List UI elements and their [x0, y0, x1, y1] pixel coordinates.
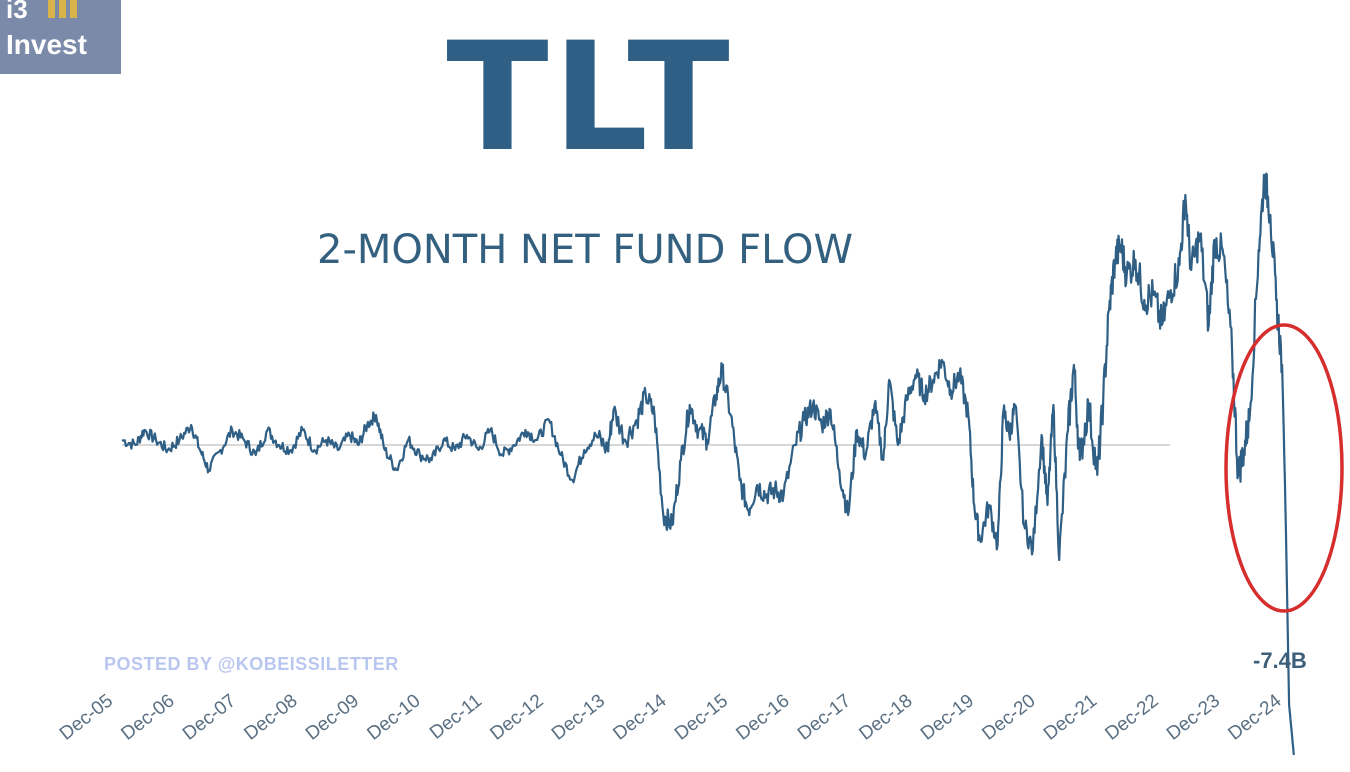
x-tick-label: Dec-19 — [917, 690, 978, 744]
logo-line2: Invest — [6, 29, 87, 60]
x-tick-label: Dec-20 — [978, 690, 1039, 744]
x-tick-label: Dec-11 — [426, 690, 486, 743]
x-tick-label: Dec-10 — [363, 690, 424, 744]
logo-bars-icon — [48, 0, 77, 18]
x-tick-label: Dec-13 — [548, 690, 609, 744]
chart-title: TLT — [446, 11, 734, 185]
x-tick-label: Dec-16 — [732, 690, 793, 744]
chart-subtitle: 2-MONTH NET FUND FLOW — [317, 227, 853, 273]
x-tick-label: Dec-07 — [179, 690, 240, 744]
logo-line1: i3 — [6, 0, 28, 24]
x-tick-label: Dec-05 — [56, 690, 117, 744]
x-tick-label: Dec-23 — [1163, 690, 1224, 744]
x-tick-label: Dec-06 — [117, 690, 178, 744]
x-tick-label: Dec-15 — [671, 690, 732, 744]
x-tick-label: Dec-24 — [1224, 690, 1286, 745]
highlight-ellipse — [1224, 323, 1344, 613]
x-tick-label: Dec-18 — [855, 690, 916, 744]
x-tick-label: Dec-09 — [302, 690, 363, 744]
series-line — [121, 172, 1295, 756]
x-tick-label: Dec-22 — [1101, 690, 1162, 744]
x-tick-label: Dec-14 — [609, 690, 671, 745]
watermark: POSTED BY @KOBEISSILETTER — [104, 654, 399, 674]
i3-invest-logo: i3 Invest — [0, 0, 121, 74]
callout-label: -7.4B — [1253, 648, 1307, 673]
x-tick-label: Dec-21 — [1040, 690, 1101, 744]
x-tick-label: Dec-17 — [794, 690, 855, 744]
x-tick-label: Dec-08 — [240, 690, 301, 744]
x-tick-label: Dec-12 — [486, 690, 547, 744]
